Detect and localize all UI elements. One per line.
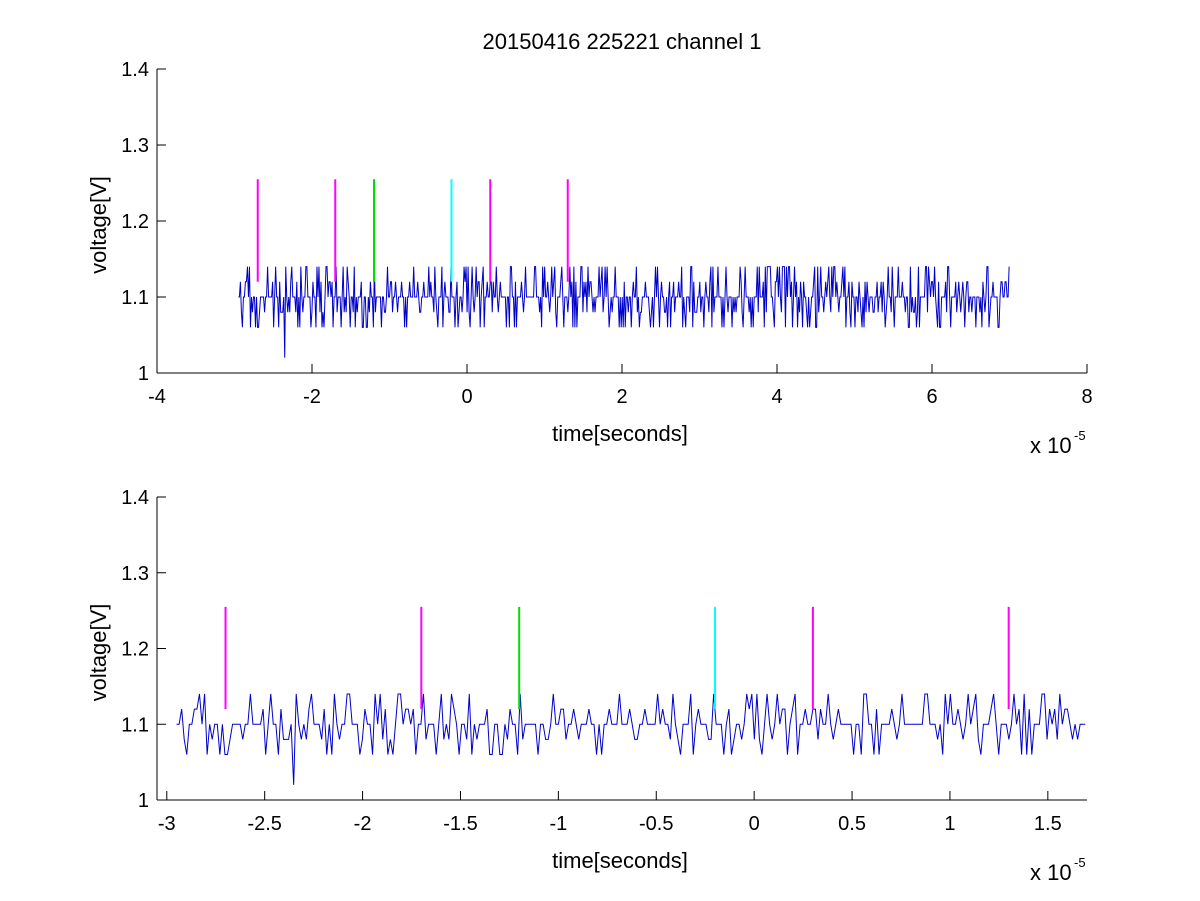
y-tick-label: 1.2 — [121, 639, 149, 661]
x-tick-label: 1 — [944, 813, 955, 835]
x-tick-label: -2.5 — [247, 813, 281, 835]
signal-trace-1 — [176, 693, 1086, 785]
x-tick-label: 6 — [926, 386, 937, 408]
x-tick-label: 0 — [461, 386, 472, 408]
x-tick-label: -1.5 — [443, 813, 477, 835]
y-axis-label: voltage[V] — [86, 604, 111, 702]
x-tick-label: -1 — [549, 813, 567, 835]
subplot-top: -4 -2 0 2 4 6 8 1 1.1 1.2 1.3 1.4 20150416 225221 ch… — [86, 29, 1093, 458]
x-tick-label: 0 — [749, 813, 760, 835]
x-tick-label: 2 — [616, 386, 627, 408]
y-tick-label: 1.4 — [121, 59, 149, 81]
y-tick-label: 1 — [138, 363, 149, 385]
chart-title: 20150416 225221 channel 1 — [483, 29, 762, 54]
x-axis-label: time[seconds] — [552, 848, 688, 873]
y-tick-label: 1.4 — [121, 487, 149, 509]
x-axis-label: time[seconds] — [552, 421, 688, 446]
x-tick-label: 8 — [1081, 386, 1092, 408]
x-tick-label: -3 — [158, 813, 176, 835]
x-scale-label: x 10 — [1030, 433, 1072, 458]
x-scale-exponent: -5 — [1074, 428, 1086, 443]
y-tick-label: 1.3 — [121, 563, 149, 585]
y-tick-label: 1.1 — [121, 287, 149, 309]
x-tick-label: -4 — [148, 386, 166, 408]
x-tick-label: -2 — [303, 386, 321, 408]
x-tick-label: 0.5 — [838, 813, 866, 835]
y-tick-label: 1.3 — [121, 135, 149, 157]
x-tick-label: -2 — [354, 813, 372, 835]
y-tick-label: 1.1 — [121, 714, 149, 736]
x-tick-label: 1.5 — [1034, 813, 1062, 835]
subplot-bottom: -3 -2.5 -2 -1.5 -1 -0.5 0 0.5 1 1.5 1 1.1 1.2 1.3 1.4 t… — [86, 487, 1087, 885]
x-scale-exponent: -5 — [1074, 855, 1086, 870]
y-axis-label: voltage[V] — [86, 176, 111, 274]
x-tick-label: -0.5 — [639, 813, 673, 835]
y-tick-label: 1.2 — [121, 211, 149, 233]
y-tick-label: 1 — [138, 790, 149, 812]
x-scale-label: x 10 — [1030, 860, 1072, 885]
signal-trace-0 — [238, 266, 1010, 358]
x-tick-label: 4 — [771, 386, 782, 408]
